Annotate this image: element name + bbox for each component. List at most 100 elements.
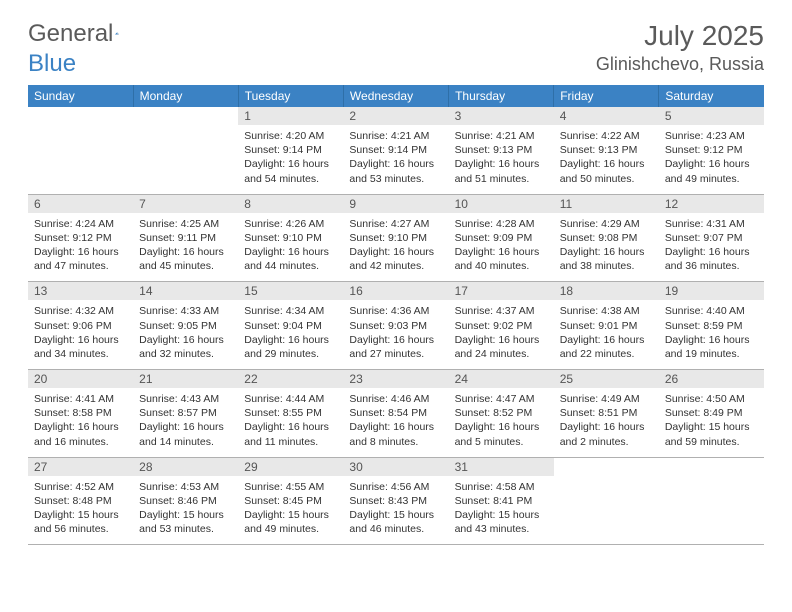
calendar-day-cell: 23Sunrise: 4:46 AMSunset: 8:54 PMDayligh… xyxy=(343,370,448,458)
sunrise-text: Sunrise: 4:21 AM xyxy=(349,129,442,143)
sunrise-text: Sunrise: 4:36 AM xyxy=(349,304,442,318)
sunset-text: Sunset: 9:05 PM xyxy=(139,319,232,333)
calendar-day-cell: 1Sunrise: 4:20 AMSunset: 9:14 PMDaylight… xyxy=(238,107,343,194)
daylight-text: Daylight: 16 hours and 51 minutes. xyxy=(455,157,548,185)
sunrise-text: Sunrise: 4:22 AM xyxy=(560,129,653,143)
day-info: Sunrise: 4:50 AMSunset: 8:49 PMDaylight:… xyxy=(659,388,764,457)
sunrise-text: Sunrise: 4:26 AM xyxy=(244,217,337,231)
calendar-day-cell: 10Sunrise: 4:28 AMSunset: 9:09 PMDayligh… xyxy=(449,194,554,282)
sunrise-text: Sunrise: 4:50 AM xyxy=(665,392,758,406)
calendar-table: SundayMondayTuesdayWednesdayThursdayFrid… xyxy=(28,85,764,545)
daylight-text: Daylight: 16 hours and 38 minutes. xyxy=(560,245,653,273)
logo-text-blue: Blue xyxy=(28,50,76,77)
sunrise-text: Sunrise: 4:58 AM xyxy=(455,480,548,494)
header: General July 2025 Glinishchevo, Russia xyxy=(28,20,764,75)
day-info: Sunrise: 4:24 AMSunset: 9:12 PMDaylight:… xyxy=(28,213,133,282)
daylight-text: Daylight: 15 hours and 56 minutes. xyxy=(34,508,127,536)
sunrise-text: Sunrise: 4:32 AM xyxy=(34,304,127,318)
calendar-day-cell: 26Sunrise: 4:50 AMSunset: 8:49 PMDayligh… xyxy=(659,370,764,458)
calendar-day-cell: 17Sunrise: 4:37 AMSunset: 9:02 PMDayligh… xyxy=(449,282,554,370)
day-info: Sunrise: 4:47 AMSunset: 8:52 PMDaylight:… xyxy=(449,388,554,457)
sunrise-text: Sunrise: 4:43 AM xyxy=(139,392,232,406)
daylight-text: Daylight: 16 hours and 29 minutes. xyxy=(244,333,337,361)
daylight-text: Daylight: 16 hours and 16 minutes. xyxy=(34,420,127,448)
sunrise-text: Sunrise: 4:34 AM xyxy=(244,304,337,318)
day-info: Sunrise: 4:23 AMSunset: 9:12 PMDaylight:… xyxy=(659,125,764,194)
daylight-text: Daylight: 16 hours and 5 minutes. xyxy=(455,420,548,448)
day-info: Sunrise: 4:56 AMSunset: 8:43 PMDaylight:… xyxy=(343,476,448,545)
sunset-text: Sunset: 9:07 PM xyxy=(665,231,758,245)
sunrise-text: Sunrise: 4:49 AM xyxy=(560,392,653,406)
sunset-text: Sunset: 9:04 PM xyxy=(244,319,337,333)
day-number: 22 xyxy=(238,370,343,388)
day-header: Sunday xyxy=(28,85,133,107)
sunset-text: Sunset: 8:55 PM xyxy=(244,406,337,420)
sunrise-text: Sunrise: 4:38 AM xyxy=(560,304,653,318)
day-header: Thursday xyxy=(449,85,554,107)
calendar-day-cell: 5Sunrise: 4:23 AMSunset: 9:12 PMDaylight… xyxy=(659,107,764,194)
day-info: Sunrise: 4:38 AMSunset: 9:01 PMDaylight:… xyxy=(554,300,659,369)
calendar-day-cell: 22Sunrise: 4:44 AMSunset: 8:55 PMDayligh… xyxy=(238,370,343,458)
day-header: Monday xyxy=(133,85,238,107)
calendar-day-cell: 11Sunrise: 4:29 AMSunset: 9:08 PMDayligh… xyxy=(554,194,659,282)
day-number: 3 xyxy=(449,107,554,125)
day-info: Sunrise: 4:52 AMSunset: 8:48 PMDaylight:… xyxy=(28,476,133,545)
calendar-day-cell xyxy=(659,457,764,545)
daylight-text: Daylight: 16 hours and 54 minutes. xyxy=(244,157,337,185)
sunrise-text: Sunrise: 4:25 AM xyxy=(139,217,232,231)
calendar-week-row: 27Sunrise: 4:52 AMSunset: 8:48 PMDayligh… xyxy=(28,457,764,545)
day-number: 10 xyxy=(449,195,554,213)
sunset-text: Sunset: 9:11 PM xyxy=(139,231,232,245)
day-number: 30 xyxy=(343,458,448,476)
daylight-text: Daylight: 16 hours and 36 minutes. xyxy=(665,245,758,273)
day-info: Sunrise: 4:29 AMSunset: 9:08 PMDaylight:… xyxy=(554,213,659,282)
title-block: July 2025 Glinishchevo, Russia xyxy=(596,20,764,75)
daylight-text: Daylight: 16 hours and 22 minutes. xyxy=(560,333,653,361)
day-number: 21 xyxy=(133,370,238,388)
sunrise-text: Sunrise: 4:46 AM xyxy=(349,392,442,406)
calendar-day-cell: 13Sunrise: 4:32 AMSunset: 9:06 PMDayligh… xyxy=(28,282,133,370)
daylight-text: Daylight: 16 hours and 45 minutes. xyxy=(139,245,232,273)
calendar-day-cell: 24Sunrise: 4:47 AMSunset: 8:52 PMDayligh… xyxy=(449,370,554,458)
calendar-day-cell: 12Sunrise: 4:31 AMSunset: 9:07 PMDayligh… xyxy=(659,194,764,282)
calendar-day-cell: 14Sunrise: 4:33 AMSunset: 9:05 PMDayligh… xyxy=(133,282,238,370)
day-info: Sunrise: 4:28 AMSunset: 9:09 PMDaylight:… xyxy=(449,213,554,282)
day-number: 4 xyxy=(554,107,659,125)
day-number: 9 xyxy=(343,195,448,213)
calendar-day-cell xyxy=(28,107,133,194)
daylight-text: Daylight: 16 hours and 47 minutes. xyxy=(34,245,127,273)
sunrise-text: Sunrise: 4:24 AM xyxy=(34,217,127,231)
sunrise-text: Sunrise: 4:29 AM xyxy=(560,217,653,231)
calendar-day-cell: 20Sunrise: 4:41 AMSunset: 8:58 PMDayligh… xyxy=(28,370,133,458)
calendar-week-row: 1Sunrise: 4:20 AMSunset: 9:14 PMDaylight… xyxy=(28,107,764,194)
day-header: Wednesday xyxy=(343,85,448,107)
sunset-text: Sunset: 9:09 PM xyxy=(455,231,548,245)
sunset-text: Sunset: 9:14 PM xyxy=(244,143,337,157)
calendar-head: SundayMondayTuesdayWednesdayThursdayFrid… xyxy=(28,85,764,107)
sunrise-text: Sunrise: 4:27 AM xyxy=(349,217,442,231)
daylight-text: Daylight: 15 hours and 43 minutes. xyxy=(455,508,548,536)
day-number: 14 xyxy=(133,282,238,300)
logo-triangle-icon xyxy=(115,24,119,42)
calendar-day-cell: 2Sunrise: 4:21 AMSunset: 9:14 PMDaylight… xyxy=(343,107,448,194)
calendar-day-cell xyxy=(554,457,659,545)
day-info: Sunrise: 4:58 AMSunset: 8:41 PMDaylight:… xyxy=(449,476,554,545)
sunset-text: Sunset: 9:10 PM xyxy=(349,231,442,245)
day-header: Friday xyxy=(554,85,659,107)
daylight-text: Daylight: 16 hours and 53 minutes. xyxy=(349,157,442,185)
day-number: 13 xyxy=(28,282,133,300)
day-info: Sunrise: 4:21 AMSunset: 9:13 PMDaylight:… xyxy=(449,125,554,194)
day-number: 23 xyxy=(343,370,448,388)
calendar-day-cell: 29Sunrise: 4:55 AMSunset: 8:45 PMDayligh… xyxy=(238,457,343,545)
day-info: Sunrise: 4:37 AMSunset: 9:02 PMDaylight:… xyxy=(449,300,554,369)
sunset-text: Sunset: 9:02 PM xyxy=(455,319,548,333)
calendar-week-row: 20Sunrise: 4:41 AMSunset: 8:58 PMDayligh… xyxy=(28,370,764,458)
daylight-text: Daylight: 16 hours and 19 minutes. xyxy=(665,333,758,361)
day-number: 18 xyxy=(554,282,659,300)
calendar-day-cell: 3Sunrise: 4:21 AMSunset: 9:13 PMDaylight… xyxy=(449,107,554,194)
day-header: Tuesday xyxy=(238,85,343,107)
daylight-text: Daylight: 16 hours and 14 minutes. xyxy=(139,420,232,448)
day-number: 27 xyxy=(28,458,133,476)
daylight-text: Daylight: 16 hours and 49 minutes. xyxy=(665,157,758,185)
day-number: 2 xyxy=(343,107,448,125)
